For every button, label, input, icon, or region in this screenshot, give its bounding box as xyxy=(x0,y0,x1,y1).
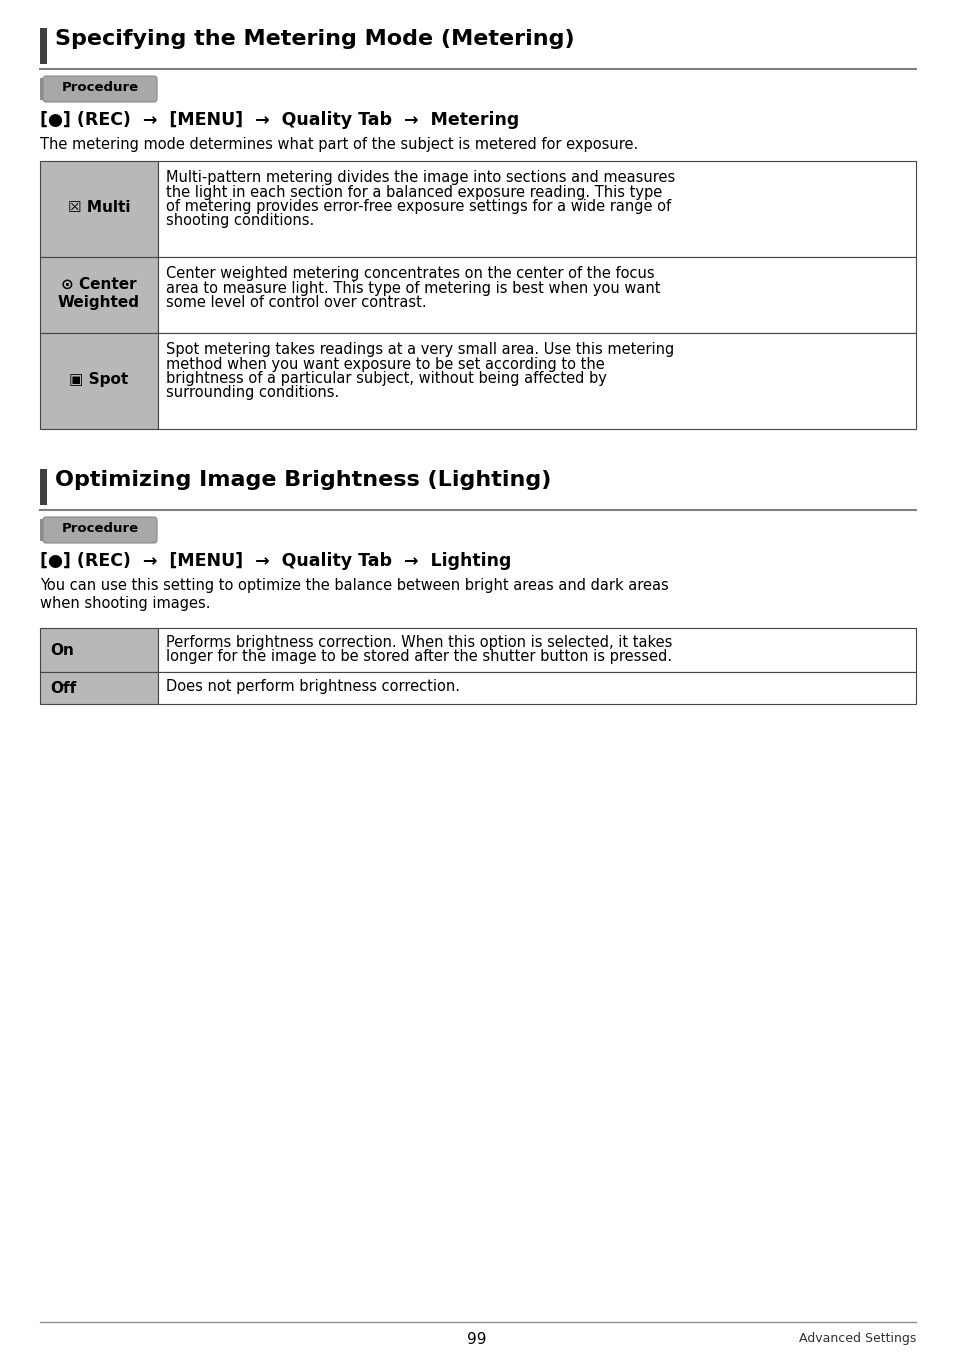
Bar xyxy=(158,628,915,672)
Bar xyxy=(158,672,915,704)
Bar xyxy=(40,470,47,505)
Text: when shooting images.: when shooting images. xyxy=(40,596,211,611)
Text: ▣ Spot: ▣ Spot xyxy=(70,372,129,387)
Text: surrounding conditions.: surrounding conditions. xyxy=(166,385,339,400)
Text: some level of control over contrast.: some level of control over contrast. xyxy=(166,294,426,309)
Bar xyxy=(40,672,158,704)
Text: Advanced Settings: Advanced Settings xyxy=(798,1333,915,1345)
Text: Procedure: Procedure xyxy=(61,81,138,94)
Bar xyxy=(40,161,158,256)
Text: Does not perform brightness correction.: Does not perform brightness correction. xyxy=(166,678,459,693)
Text: 99: 99 xyxy=(467,1333,486,1348)
Text: Spot metering takes readings at a very small area. Use this metering: Spot metering takes readings at a very s… xyxy=(166,342,674,357)
Text: You can use this setting to optimize the balance between bright areas and dark a: You can use this setting to optimize the… xyxy=(40,578,668,593)
FancyBboxPatch shape xyxy=(43,76,157,102)
Text: The metering mode determines what part of the subject is metered for exposure.: The metering mode determines what part o… xyxy=(40,137,638,152)
Text: of metering provides error-free exposure settings for a wide range of: of metering provides error-free exposure… xyxy=(166,199,670,214)
Text: Off: Off xyxy=(50,681,76,696)
Bar xyxy=(40,256,158,332)
Text: Specifying the Metering Mode (Metering): Specifying the Metering Mode (Metering) xyxy=(55,28,574,49)
Bar xyxy=(40,518,44,541)
Text: Optimizing Image Brightness (Lighting): Optimizing Image Brightness (Lighting) xyxy=(55,470,551,490)
Text: [●] (REC)  →  [MENU]  →  Quality Tab  →  Lighting: [●] (REC) → [MENU] → Quality Tab → Light… xyxy=(40,552,511,570)
Bar xyxy=(40,332,158,429)
Text: Performs brightness correction. When this option is selected, it takes: Performs brightness correction. When thi… xyxy=(166,635,672,650)
Bar xyxy=(158,256,915,332)
Text: brightness of a particular subject, without being affected by: brightness of a particular subject, with… xyxy=(166,370,606,385)
Bar xyxy=(40,28,47,64)
FancyBboxPatch shape xyxy=(43,517,157,543)
Text: ☒ Multi: ☒ Multi xyxy=(68,199,131,214)
Bar xyxy=(40,77,44,100)
Text: On: On xyxy=(50,643,73,658)
Text: Center weighted metering concentrates on the center of the focus: Center weighted metering concentrates on… xyxy=(166,266,654,281)
Text: ⊙ Center: ⊙ Center xyxy=(61,277,136,292)
Bar xyxy=(158,332,915,429)
Text: the light in each section for a balanced exposure reading. This type: the light in each section for a balanced… xyxy=(166,185,661,199)
Text: Multi-pattern metering divides the image into sections and measures: Multi-pattern metering divides the image… xyxy=(166,170,675,185)
Text: [●] (REC)  →  [MENU]  →  Quality Tab  →  Metering: [●] (REC) → [MENU] → Quality Tab → Meter… xyxy=(40,111,518,129)
Bar xyxy=(40,628,158,672)
Text: method when you want exposure to be set according to the: method when you want exposure to be set … xyxy=(166,357,604,372)
Bar xyxy=(158,161,915,256)
Text: Weighted: Weighted xyxy=(58,294,140,309)
Text: longer for the image to be stored after the shutter button is pressed.: longer for the image to be stored after … xyxy=(166,650,672,665)
Text: shooting conditions.: shooting conditions. xyxy=(166,213,314,228)
Text: Procedure: Procedure xyxy=(61,522,138,535)
Text: area to measure light. This type of metering is best when you want: area to measure light. This type of mete… xyxy=(166,281,659,296)
